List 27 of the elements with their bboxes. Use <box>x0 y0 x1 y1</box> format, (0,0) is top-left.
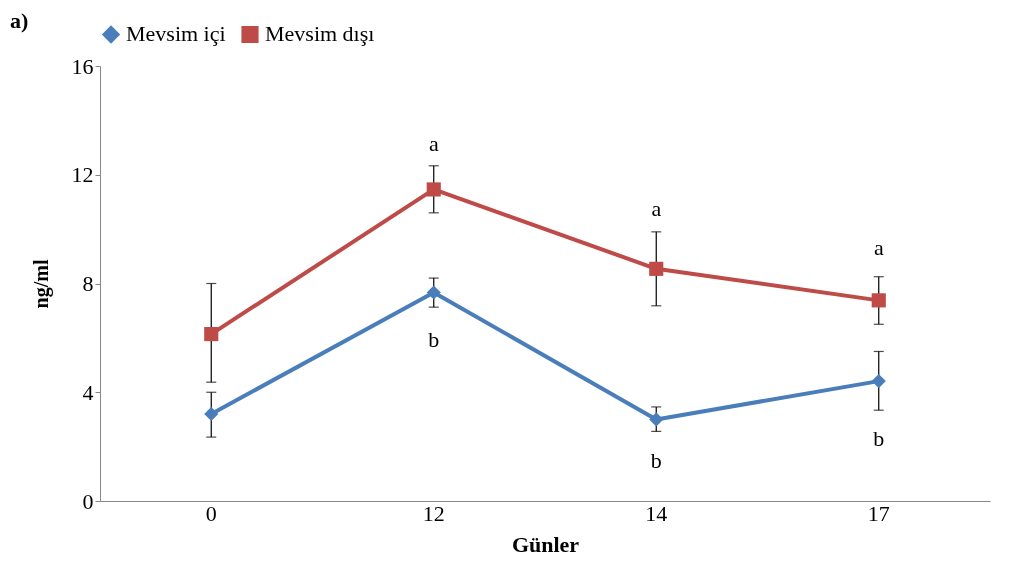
point <box>426 285 441 300</box>
x-tick-label: 17 <box>867 500 890 526</box>
point <box>204 327 219 342</box>
point <box>649 261 664 276</box>
chart-title: a) <box>10 8 29 33</box>
annotation: a <box>428 131 439 157</box>
point <box>649 412 664 427</box>
annotation: b <box>428 327 440 353</box>
y-tick-label: 12 <box>71 162 94 188</box>
point <box>426 182 441 197</box>
y-tick-label: 16 <box>71 53 94 79</box>
x-tick-label: 12 <box>422 500 445 526</box>
annotation: b <box>650 448 662 474</box>
x-tick-label: 14 <box>645 500 668 526</box>
x-axis-title: Günler <box>511 531 580 557</box>
point <box>871 374 886 389</box>
legend-label: Mevsim dışı <box>265 21 375 47</box>
annotation: a <box>651 195 662 221</box>
y-axis-title: ng/ml <box>29 259 53 309</box>
point <box>871 293 886 308</box>
x-tick-label: 0 <box>205 500 217 526</box>
annotation: a <box>873 235 884 261</box>
point <box>204 406 219 422</box>
annotation: b <box>873 426 885 452</box>
legend-label: Mevsim içi <box>126 21 226 47</box>
y-tick-label: 4 <box>82 379 94 405</box>
y-tick-label: 8 <box>82 271 94 296</box>
